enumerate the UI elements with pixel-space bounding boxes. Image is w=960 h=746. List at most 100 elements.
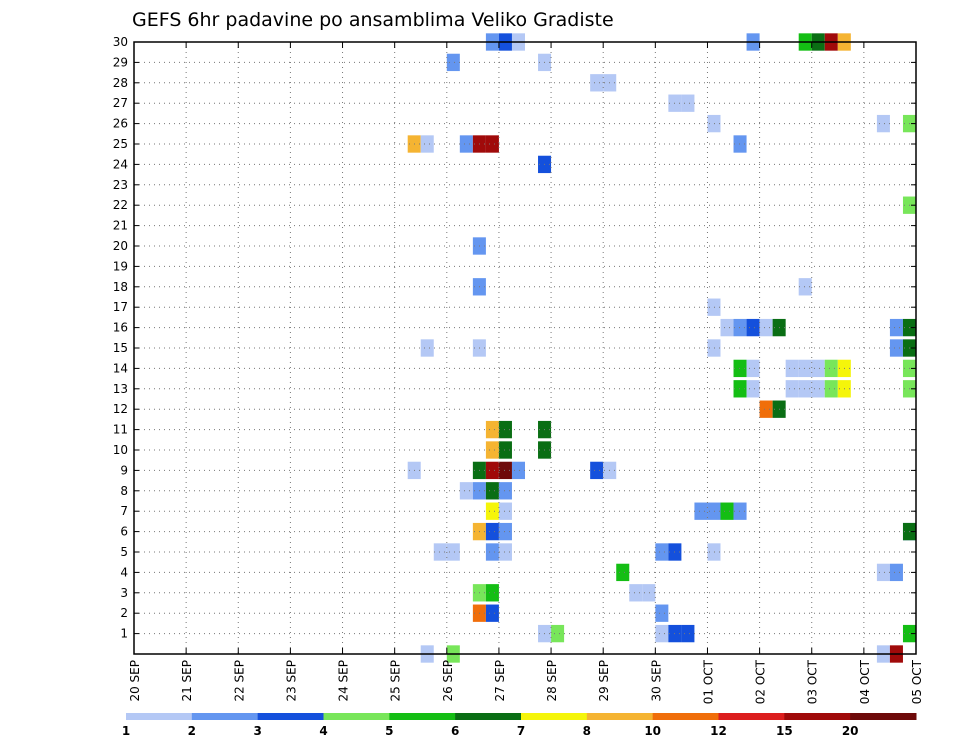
y-tick-label: 8 — [120, 484, 128, 498]
y-tick-label: 30 — [113, 35, 128, 49]
heatmap-cell — [655, 604, 669, 622]
heatmap-cell — [733, 318, 747, 337]
heatmap-cell — [876, 563, 890, 582]
heatmap-cell — [889, 563, 903, 582]
heatmap-cell — [798, 278, 812, 296]
heatmap-cell — [798, 380, 812, 398]
heatmap-cell — [694, 502, 708, 520]
heatmap-cell — [759, 400, 773, 418]
heatmap-cell — [785, 359, 799, 378]
color-bar-segment — [850, 713, 917, 720]
y-tick-label: 11 — [113, 423, 128, 437]
x-tick-label: 02 OCT — [754, 659, 768, 704]
heatmap-cell — [798, 359, 812, 378]
heatmap-cell — [746, 380, 760, 398]
x-tick-label: 30 SEP — [649, 660, 663, 702]
heatmap-cell — [485, 441, 499, 459]
heatmap-cell — [759, 318, 773, 337]
heatmap-cell — [655, 543, 669, 561]
y-tick-label: 28 — [113, 76, 128, 90]
heatmap-cell — [720, 318, 734, 337]
y-tick-label: 19 — [113, 259, 128, 273]
y-tick-label: 12 — [113, 402, 128, 416]
y-tick-label: 22 — [113, 198, 128, 212]
x-tick-label: 29 SEP — [597, 660, 611, 702]
y-tick-label: 18 — [113, 280, 128, 294]
heatmap-cell — [498, 482, 512, 500]
y-tick-label: 4 — [120, 565, 128, 579]
y-tick-label: 1 — [120, 627, 128, 641]
x-tick-label: 03 OCT — [806, 659, 820, 704]
heatmap-cell — [498, 543, 512, 561]
y-tick-label: 23 — [113, 178, 128, 192]
color-bar-label: 10 — [644, 724, 661, 738]
heatmap-cell — [642, 584, 656, 602]
color-bar-label: 6 — [451, 724, 459, 738]
y-tick-label: 25 — [113, 137, 128, 151]
heatmap-cell — [889, 339, 903, 357]
heatmap-cell — [485, 420, 499, 439]
heatmap-cell — [876, 114, 890, 133]
x-tick-label: 23 SEP — [284, 660, 298, 702]
heatmap-cell — [746, 359, 760, 378]
heatmap-cell — [498, 420, 512, 439]
y-tick-label: 14 — [113, 361, 128, 375]
y-tick-label: 15 — [113, 341, 128, 355]
y-tick-label: 24 — [113, 157, 128, 171]
x-tick-label: 21 SEP — [180, 660, 194, 702]
color-bar-segment — [784, 713, 851, 720]
color-bar-segment — [455, 713, 522, 720]
color-bar-label: 7 — [517, 724, 525, 738]
y-tick-label: 16 — [113, 321, 128, 335]
y-tick-label: 7 — [120, 504, 128, 518]
heatmap-cell — [720, 502, 734, 520]
x-tick-label: 26 SEP — [441, 660, 455, 702]
y-tick-label: 10 — [113, 443, 128, 457]
color-bar-label: 4 — [319, 724, 327, 738]
heatmap-cell — [511, 461, 525, 480]
heatmap-cell — [707, 339, 721, 357]
heatmap-cell — [498, 502, 512, 520]
plot-area: 1234567891011121314151617181920212223242… — [113, 33, 924, 704]
heatmap-cell — [420, 339, 434, 357]
x-tick-label: 20 SEP — [128, 660, 142, 702]
color-bar-segment — [718, 713, 785, 720]
x-tick-label: 27 SEP — [493, 660, 507, 702]
heatmap-cell — [746, 318, 760, 337]
heatmap-cell — [785, 380, 799, 398]
color-bar-segment — [191, 713, 259, 720]
heatmap-cell — [707, 502, 721, 520]
heatmap-cell — [811, 359, 825, 378]
heatmap-cell — [733, 502, 747, 520]
heatmap-cell — [420, 135, 434, 153]
color-bar-label: 15 — [776, 724, 793, 738]
heatmap-cell — [590, 74, 604, 92]
heatmap-cell — [733, 380, 747, 398]
heatmap-cell — [681, 94, 695, 112]
color-bar-label: 12 — [710, 724, 727, 738]
color-bar-label: 2 — [188, 724, 196, 738]
color-bar-segment — [126, 713, 193, 720]
x-tick-label: 22 SEP — [232, 660, 246, 702]
heatmap-cell — [498, 522, 512, 541]
y-tick-label: 29 — [113, 55, 128, 69]
color-bar-label: 1 — [122, 724, 130, 738]
heatmap-cell — [733, 135, 747, 153]
heatmap-cell — [707, 298, 721, 316]
heatmap-cell — [485, 604, 499, 622]
heatmap-cell — [707, 114, 721, 133]
color-bar-segment — [323, 713, 390, 720]
x-tick-label: 01 OCT — [701, 659, 715, 704]
heatmap-cell — [485, 543, 499, 561]
x-tick-label: 24 SEP — [337, 660, 351, 702]
x-tick-label: 25 SEP — [389, 660, 403, 702]
heatmap-cell — [498, 461, 512, 480]
y-tick-label: 6 — [120, 525, 128, 539]
color-bar-segment — [521, 713, 588, 720]
y-tick-label: 20 — [113, 239, 128, 253]
heatmap-cell — [889, 318, 903, 337]
heatmap-cell — [459, 482, 473, 500]
x-tick-label: 28 SEP — [545, 660, 559, 702]
